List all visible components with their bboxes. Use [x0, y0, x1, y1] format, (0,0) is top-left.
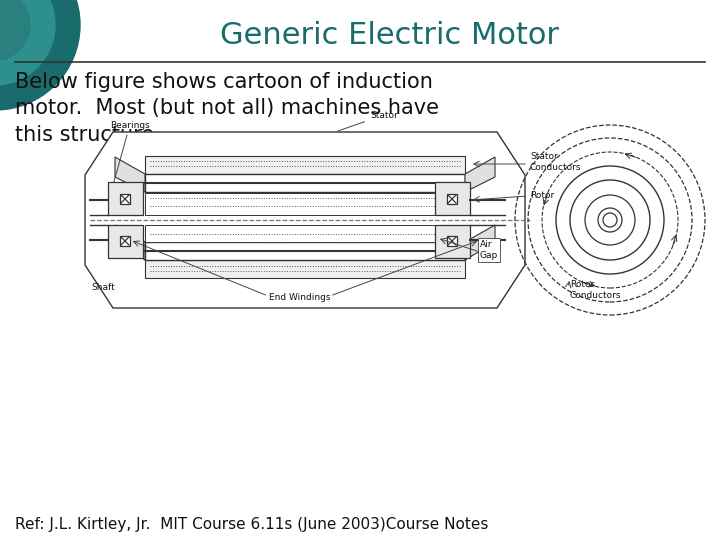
Bar	[435, 182, 470, 215]
Polygon shape	[465, 157, 495, 192]
Bar	[108, 225, 143, 258]
Polygon shape	[465, 225, 495, 260]
Text: Stator: Stator	[338, 111, 397, 131]
Bar	[145, 193, 465, 215]
Bar	[145, 225, 465, 242]
Text: End Windings: End Windings	[269, 294, 330, 302]
Text: Bearings: Bearings	[110, 120, 150, 183]
Bar	[145, 242, 465, 260]
Bar	[120, 194, 130, 204]
Bar	[447, 236, 457, 246]
Bar	[435, 225, 470, 258]
Bar	[145, 260, 465, 278]
Circle shape	[0, 0, 30, 60]
Bar	[145, 174, 465, 192]
Circle shape	[0, 0, 80, 110]
Text: Ref: J.L. Kirtley, Jr.  MIT Course 6.11s (June 2003)Course Notes: Ref: J.L. Kirtley, Jr. MIT Course 6.11s …	[15, 517, 488, 532]
Text: Rotor: Rotor	[530, 192, 554, 200]
Text: Stator
Conductors: Stator Conductors	[530, 152, 582, 172]
Text: Below figure shows cartoon of induction
motor.  Most (but not all) machines have: Below figure shows cartoon of induction …	[15, 72, 439, 145]
Text: Shaft: Shaft	[91, 284, 114, 293]
Polygon shape	[115, 225, 145, 260]
Text: Generic Electric Motor: Generic Electric Motor	[220, 21, 559, 50]
Text: Air
Gap: Air Gap	[480, 240, 498, 260]
Bar	[145, 156, 465, 174]
Text: Rotor
Conductors: Rotor Conductors	[570, 280, 621, 300]
Bar	[108, 182, 143, 215]
Bar	[447, 194, 457, 204]
Circle shape	[0, 0, 55, 85]
Polygon shape	[85, 132, 525, 308]
Polygon shape	[115, 157, 145, 192]
Bar	[120, 236, 130, 246]
Circle shape	[603, 213, 617, 227]
